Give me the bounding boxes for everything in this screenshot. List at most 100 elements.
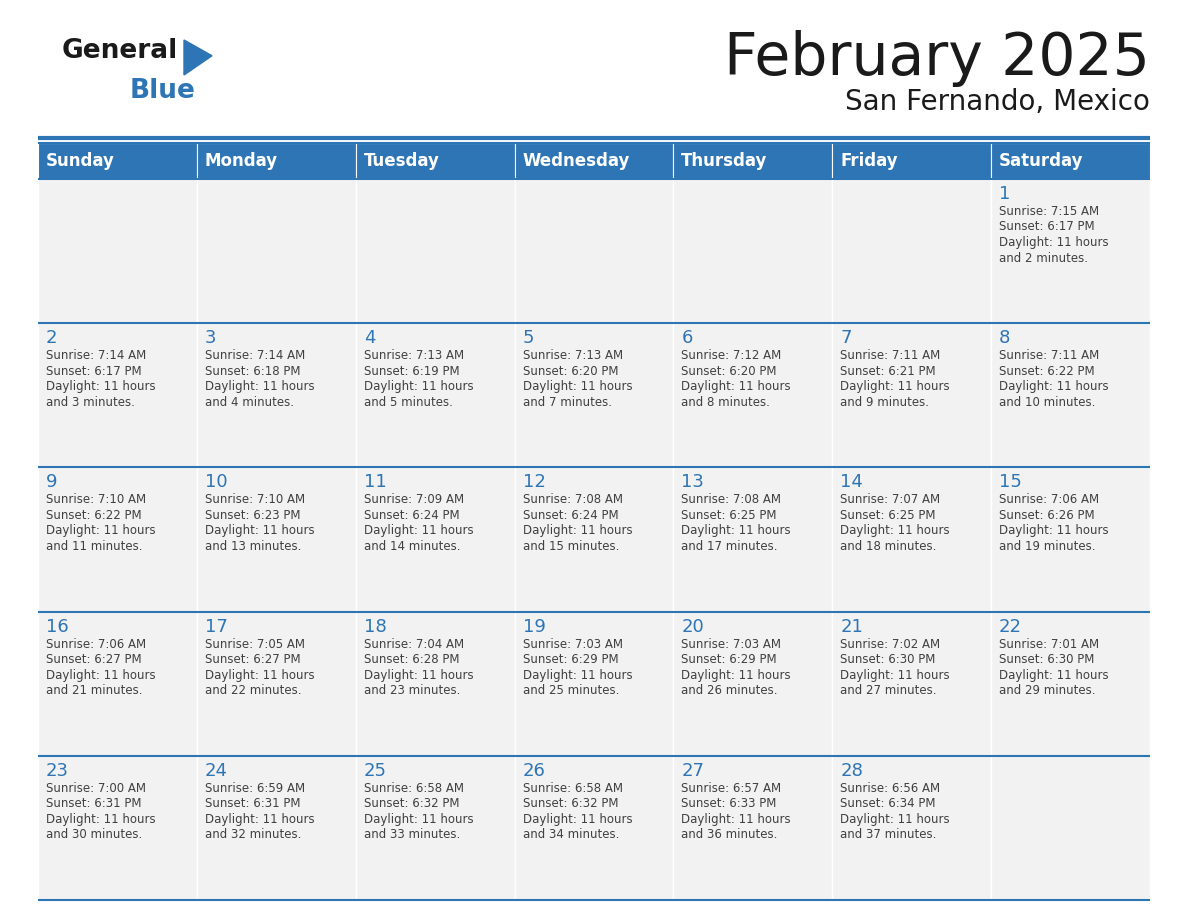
Text: Sunset: 6:22 PM: Sunset: 6:22 PM (999, 364, 1094, 377)
Text: Sunrise: 7:08 AM: Sunrise: 7:08 AM (523, 493, 623, 507)
Bar (197, 179, 355, 323)
Bar (833, 756, 991, 900)
Text: and 27 minutes.: and 27 minutes. (840, 684, 936, 697)
Text: Daylight: 11 hours: Daylight: 11 hours (999, 524, 1108, 537)
Text: Sunset: 6:24 PM: Sunset: 6:24 PM (364, 509, 460, 522)
Text: San Fernando, Mexico: San Fernando, Mexico (845, 88, 1150, 116)
Text: 7: 7 (840, 330, 852, 347)
Bar (355, 756, 514, 900)
Text: Daylight: 11 hours: Daylight: 11 hours (840, 668, 950, 681)
Text: Sunset: 6:21 PM: Sunset: 6:21 PM (840, 364, 936, 377)
Text: Sunrise: 7:00 AM: Sunrise: 7:00 AM (46, 782, 146, 795)
Text: Thursday: Thursday (682, 152, 767, 170)
Text: Sunset: 6:24 PM: Sunset: 6:24 PM (523, 509, 618, 522)
Text: Daylight: 11 hours: Daylight: 11 hours (364, 812, 473, 826)
Text: Sunset: 6:26 PM: Sunset: 6:26 PM (999, 509, 1094, 522)
Text: Daylight: 11 hours: Daylight: 11 hours (999, 236, 1108, 249)
Text: 21: 21 (840, 618, 864, 635)
Text: 27: 27 (682, 762, 704, 779)
Text: 5: 5 (523, 330, 535, 347)
Text: and 10 minutes.: and 10 minutes. (999, 396, 1095, 409)
Text: Sunset: 6:27 PM: Sunset: 6:27 PM (46, 653, 141, 666)
Text: and 33 minutes.: and 33 minutes. (364, 828, 460, 841)
Text: Sunset: 6:17 PM: Sunset: 6:17 PM (46, 364, 141, 377)
Text: and 26 minutes.: and 26 minutes. (682, 684, 778, 697)
Text: Daylight: 11 hours: Daylight: 11 hours (523, 812, 632, 826)
Bar (991, 179, 1150, 323)
Text: Sunset: 6:20 PM: Sunset: 6:20 PM (682, 364, 777, 377)
Bar (991, 143, 1150, 179)
Text: 1: 1 (999, 185, 1011, 203)
Text: 13: 13 (682, 474, 704, 491)
Text: and 2 minutes.: and 2 minutes. (999, 252, 1088, 264)
Text: Daylight: 11 hours: Daylight: 11 hours (46, 380, 156, 393)
Text: Daylight: 11 hours: Daylight: 11 hours (364, 380, 473, 393)
Bar (197, 143, 355, 179)
Text: Daylight: 11 hours: Daylight: 11 hours (523, 524, 632, 537)
Text: Sunset: 6:18 PM: Sunset: 6:18 PM (204, 364, 301, 377)
Text: Sunrise: 7:13 AM: Sunrise: 7:13 AM (523, 349, 623, 363)
Text: 4: 4 (364, 330, 375, 347)
Text: 18: 18 (364, 618, 386, 635)
Bar (991, 756, 1150, 900)
Text: Sunrise: 6:58 AM: Sunrise: 6:58 AM (523, 782, 623, 795)
Text: Daylight: 11 hours: Daylight: 11 hours (46, 668, 156, 681)
Text: 12: 12 (523, 474, 545, 491)
Bar (514, 756, 674, 900)
Text: Daylight: 11 hours: Daylight: 11 hours (204, 812, 315, 826)
Text: Sunrise: 7:03 AM: Sunrise: 7:03 AM (682, 638, 782, 651)
Text: Sunset: 6:22 PM: Sunset: 6:22 PM (46, 509, 141, 522)
Bar (674, 179, 833, 323)
Text: Sunset: 6:29 PM: Sunset: 6:29 PM (523, 653, 618, 666)
Text: Daylight: 11 hours: Daylight: 11 hours (204, 380, 315, 393)
Text: Sunrise: 7:10 AM: Sunrise: 7:10 AM (46, 493, 146, 507)
Bar (674, 611, 833, 756)
Text: and 17 minutes.: and 17 minutes. (682, 540, 778, 553)
Text: and 23 minutes.: and 23 minutes. (364, 684, 460, 697)
Text: Daylight: 11 hours: Daylight: 11 hours (204, 524, 315, 537)
Text: Sunset: 6:27 PM: Sunset: 6:27 PM (204, 653, 301, 666)
Text: Wednesday: Wednesday (523, 152, 630, 170)
Text: Sunrise: 7:11 AM: Sunrise: 7:11 AM (999, 349, 1099, 363)
Text: Sunset: 6:28 PM: Sunset: 6:28 PM (364, 653, 459, 666)
Text: and 15 minutes.: and 15 minutes. (523, 540, 619, 553)
Bar (674, 756, 833, 900)
Text: 19: 19 (523, 618, 545, 635)
Text: Sunrise: 6:59 AM: Sunrise: 6:59 AM (204, 782, 305, 795)
Text: 9: 9 (46, 474, 57, 491)
Text: Friday: Friday (840, 152, 898, 170)
Text: 10: 10 (204, 474, 227, 491)
Text: Sunrise: 7:07 AM: Sunrise: 7:07 AM (840, 493, 941, 507)
Text: 2: 2 (46, 330, 57, 347)
Bar (355, 611, 514, 756)
Text: Daylight: 11 hours: Daylight: 11 hours (204, 668, 315, 681)
Text: Sunset: 6:20 PM: Sunset: 6:20 PM (523, 364, 618, 377)
Bar (38, 756, 197, 900)
Text: 22: 22 (999, 618, 1022, 635)
Text: and 7 minutes.: and 7 minutes. (523, 396, 612, 409)
Text: Sunrise: 7:12 AM: Sunrise: 7:12 AM (682, 349, 782, 363)
Text: Sunset: 6:25 PM: Sunset: 6:25 PM (840, 509, 936, 522)
Polygon shape (184, 40, 211, 75)
Text: Sunset: 6:25 PM: Sunset: 6:25 PM (682, 509, 777, 522)
Text: and 34 minutes.: and 34 minutes. (523, 828, 619, 841)
Text: 26: 26 (523, 762, 545, 779)
Text: and 9 minutes.: and 9 minutes. (840, 396, 929, 409)
Text: Sunrise: 6:56 AM: Sunrise: 6:56 AM (840, 782, 941, 795)
Text: Sunrise: 7:03 AM: Sunrise: 7:03 AM (523, 638, 623, 651)
Text: Sunrise: 7:14 AM: Sunrise: 7:14 AM (46, 349, 146, 363)
Bar (991, 611, 1150, 756)
Text: Sunset: 6:34 PM: Sunset: 6:34 PM (840, 798, 936, 811)
Bar (38, 611, 197, 756)
Text: Daylight: 11 hours: Daylight: 11 hours (840, 524, 950, 537)
Text: Sunrise: 7:13 AM: Sunrise: 7:13 AM (364, 349, 463, 363)
Text: Daylight: 11 hours: Daylight: 11 hours (364, 524, 473, 537)
Text: and 5 minutes.: and 5 minutes. (364, 396, 453, 409)
Text: Sunset: 6:33 PM: Sunset: 6:33 PM (682, 798, 777, 811)
Text: 16: 16 (46, 618, 69, 635)
Text: and 13 minutes.: and 13 minutes. (204, 540, 302, 553)
Text: Daylight: 11 hours: Daylight: 11 hours (46, 812, 156, 826)
Bar (514, 143, 674, 179)
Bar (991, 323, 1150, 467)
Text: Sunrise: 7:05 AM: Sunrise: 7:05 AM (204, 638, 305, 651)
